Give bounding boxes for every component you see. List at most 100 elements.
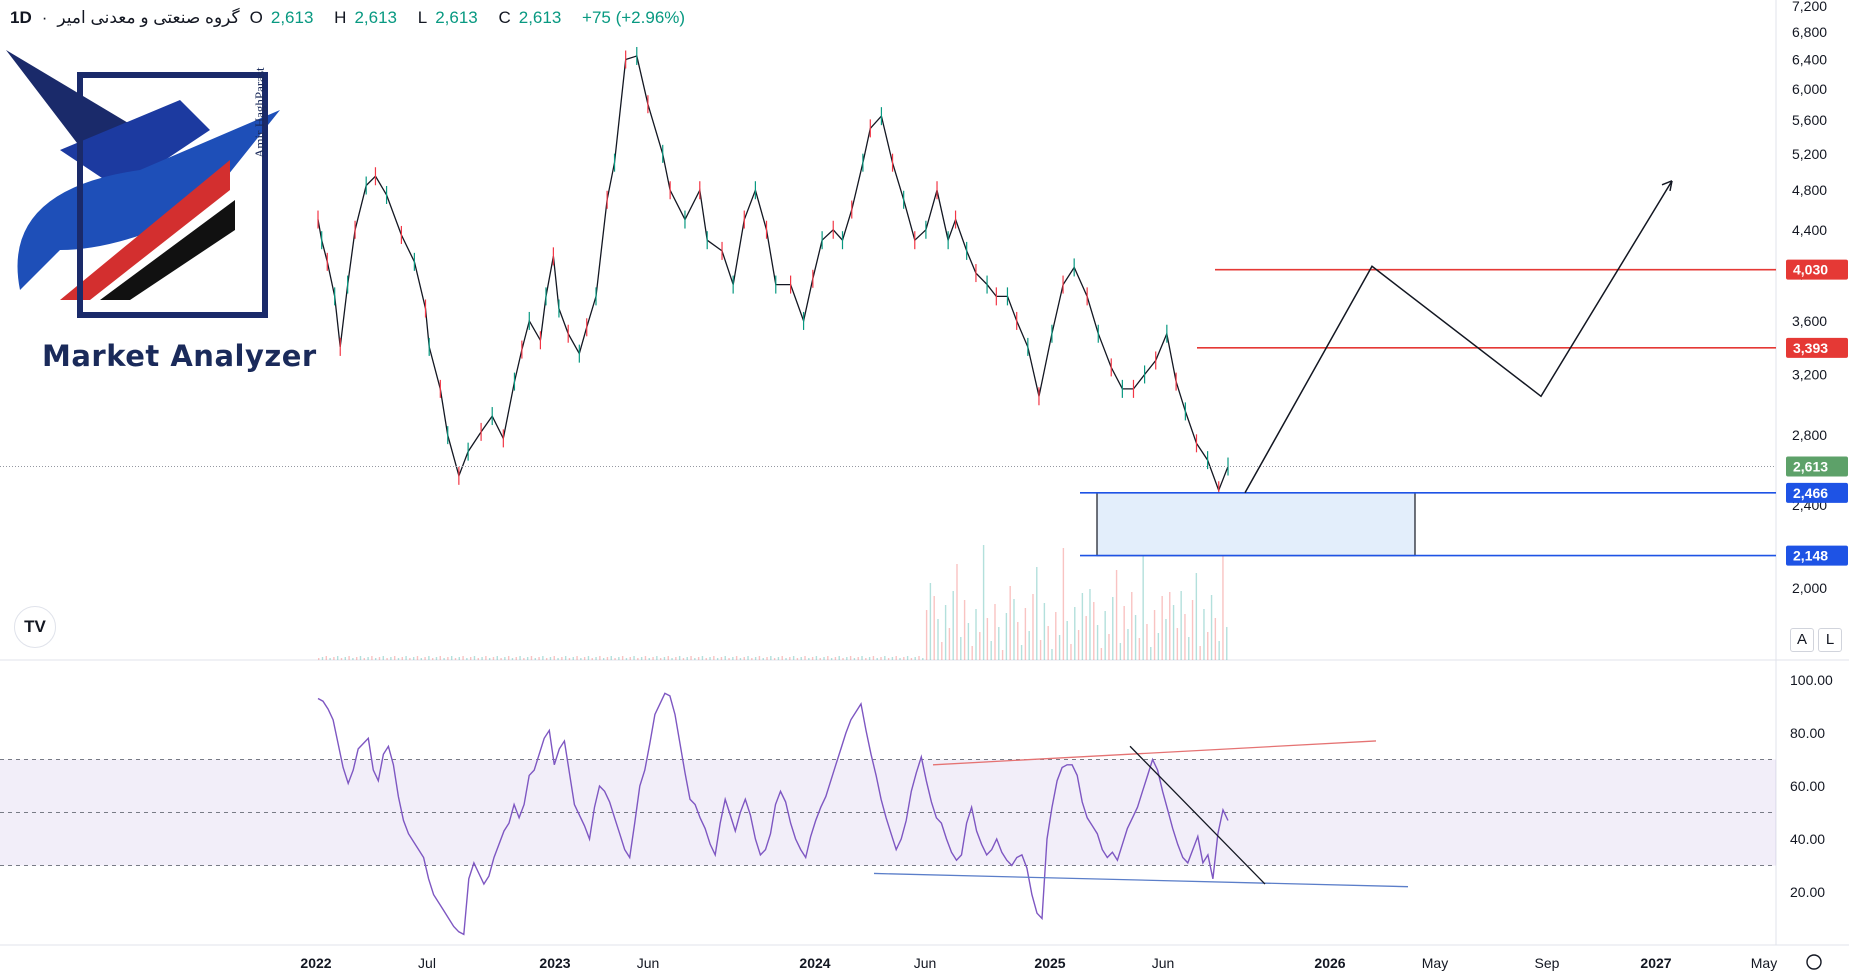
volume-bar [443, 658, 445, 660]
log-scale-button[interactable]: L [1818, 628, 1842, 652]
volume-bar [929, 583, 932, 660]
volume-bar [469, 657, 472, 660]
volume-bar [785, 658, 787, 660]
volume-bar [1047, 626, 1049, 660]
volume-bar [397, 658, 400, 660]
volume-bar [610, 656, 612, 660]
volume-bar [405, 656, 407, 660]
volume-bar [378, 657, 381, 660]
volume-bar [758, 656, 761, 660]
volume-bar [325, 656, 327, 660]
volume-bar [485, 656, 487, 660]
volume-bar [732, 657, 734, 660]
tradingview-logo[interactable]: TV [14, 606, 56, 648]
volume-bar [952, 591, 954, 660]
volume-bar [553, 656, 555, 660]
price-tick-label: 3,600 [1792, 313, 1827, 329]
price-tick-label: 6,800 [1792, 24, 1827, 40]
volume-bar [808, 658, 810, 660]
rsi-support-trendline [873, 872, 1409, 888]
volume-bar [352, 658, 354, 660]
volume-bar [846, 657, 848, 660]
volume-bar [884, 656, 886, 660]
volume-bar [625, 658, 628, 660]
volume-bar [1070, 644, 1072, 660]
volume-bar [876, 658, 878, 660]
volume-bar [602, 658, 605, 660]
volume-bar [922, 658, 924, 660]
volume-bar [1142, 551, 1144, 660]
volume-bar [382, 656, 384, 660]
volume-bar [728, 658, 730, 660]
volume-bar [363, 658, 365, 660]
volume-bar [1115, 570, 1118, 660]
volume-bar [1172, 605, 1175, 660]
close-label: C [498, 8, 511, 27]
volume-bar [530, 656, 533, 660]
auto-scale-button[interactable]: A [1790, 628, 1814, 652]
volume-bar [599, 656, 601, 660]
volume-bar [663, 657, 666, 660]
high-value: 2,613 [354, 8, 397, 27]
volume-bar [899, 658, 901, 660]
projection-arrowhead [1661, 180, 1673, 192]
rsi-tick-label: 60.00 [1790, 778, 1825, 794]
volume-bar [671, 658, 673, 660]
volume-bar [1191, 600, 1194, 660]
volume-bar [340, 658, 343, 660]
projection-path [1244, 180, 1673, 494]
volume-bar [633, 656, 635, 660]
volume-bar [762, 658, 764, 660]
volume-bar [941, 642, 943, 660]
volume-bar [804, 656, 806, 660]
timeframe-label[interactable]: 1D [10, 8, 32, 27]
volume-bar [716, 658, 719, 660]
price-tick-label: 5,600 [1792, 112, 1827, 128]
volume-bar [766, 657, 768, 660]
volume-bar [454, 658, 457, 660]
volume-bar [481, 657, 483, 660]
volume-bar [545, 658, 548, 660]
volume-bar [492, 657, 495, 660]
volume-bar [348, 656, 350, 660]
volume-bar [865, 658, 867, 660]
level-tag [1786, 337, 1848, 358]
volume-bar [891, 657, 894, 660]
volume-bar [686, 657, 688, 660]
volume-bar [435, 657, 438, 660]
volume-bar [773, 658, 776, 660]
volume-bar [374, 658, 377, 660]
volume-bar [895, 656, 897, 660]
volume-bar [705, 658, 707, 660]
volume-bar [466, 658, 468, 660]
volume-bar [701, 656, 704, 660]
volume-bar [576, 656, 578, 660]
level-tag-label: 2,148 [1793, 548, 1828, 564]
symbol-name[interactable]: گروه صنعتی و معدنی امیر [57, 8, 240, 27]
volume-bar [583, 657, 586, 660]
volume-bar [367, 657, 369, 660]
volume-bar [1207, 632, 1209, 660]
level-tag [1786, 545, 1848, 566]
level-tag-label: 2,466 [1793, 485, 1828, 501]
volume-bar [975, 609, 977, 660]
volume-bar [450, 656, 453, 660]
volume-bar [925, 610, 928, 660]
ohlc-readout: O 2,613 H 2,613 L 2,613 C 2,613 +75 (+2.96%) [250, 8, 693, 28]
high-label: H [334, 8, 347, 27]
rsi-resistance-trendline [932, 740, 1377, 766]
volume-bar [572, 657, 574, 660]
level-tag-label: 3,393 [1793, 340, 1828, 356]
volume-bar [827, 656, 829, 660]
settings-gear-icon[interactable] [1806, 954, 1822, 970]
volume-bar [1051, 649, 1053, 660]
volume-bar [416, 656, 419, 660]
volume-bar [739, 658, 742, 660]
volume-bar [542, 656, 544, 660]
volume-bar [496, 656, 498, 660]
volume-bar [447, 657, 449, 660]
volume-bar [1062, 548, 1065, 660]
volume-bar [986, 618, 989, 660]
volume-bar [906, 656, 909, 660]
